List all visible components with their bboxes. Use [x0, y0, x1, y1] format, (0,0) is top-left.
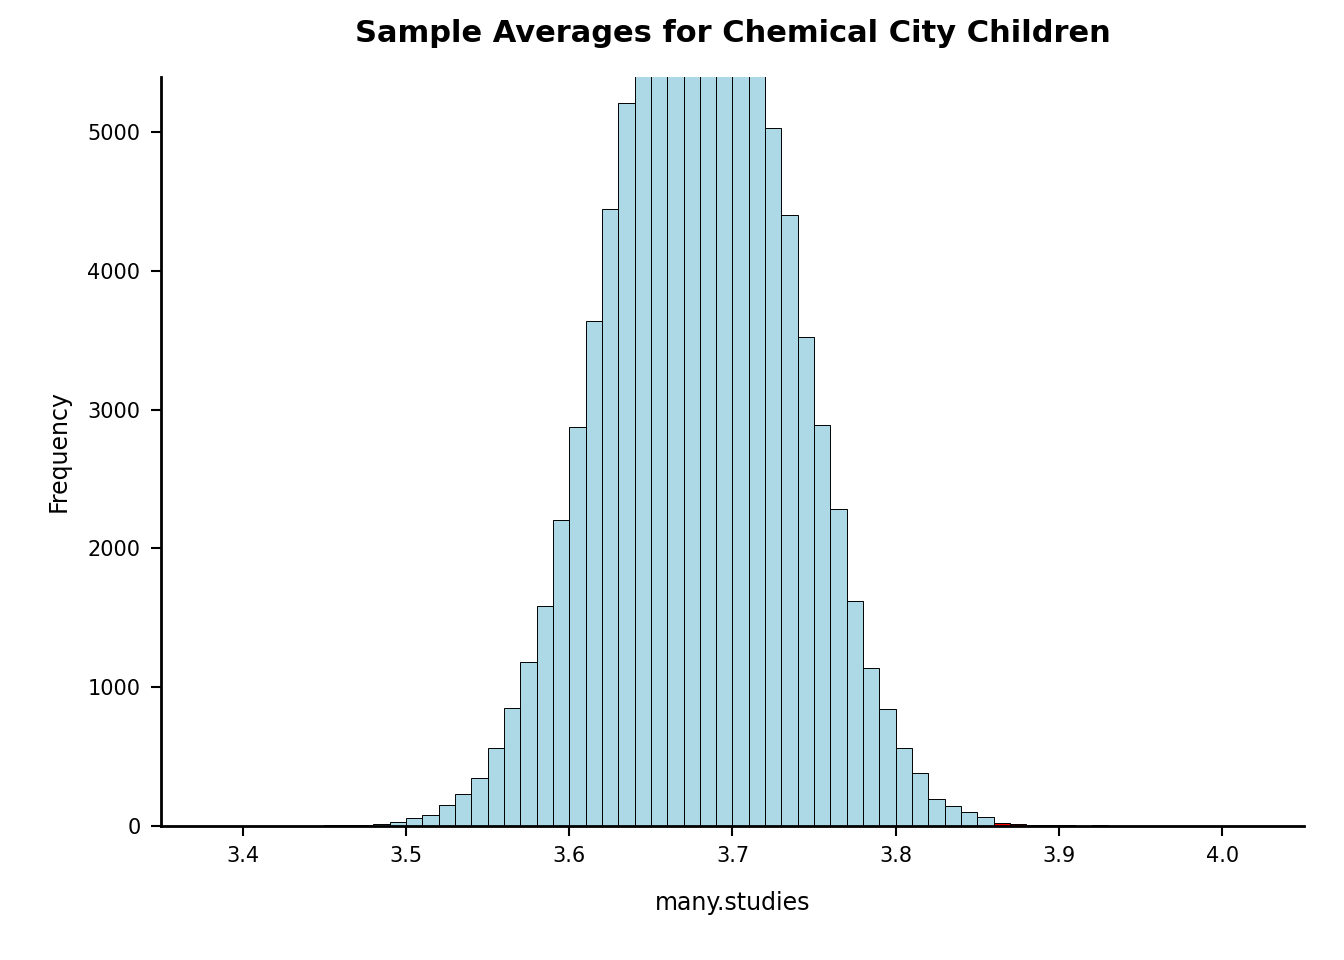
Bar: [390, 823, 406, 826]
Bar: [358, 825, 374, 826]
Bar: [456, 794, 472, 826]
Bar: [602, 209, 618, 826]
Bar: [570, 427, 586, 826]
Title: Sample Averages for Chemical City Children: Sample Averages for Chemical City Childr…: [355, 19, 1110, 48]
Bar: [520, 662, 536, 826]
Bar: [993, 823, 1009, 826]
Bar: [406, 818, 422, 826]
Bar: [536, 606, 552, 826]
Bar: [667, 0, 684, 826]
Bar: [634, 5, 650, 826]
Bar: [847, 601, 863, 826]
Bar: [765, 128, 781, 826]
Bar: [1009, 824, 1027, 826]
Bar: [913, 773, 929, 826]
Bar: [488, 748, 504, 826]
Bar: [650, 0, 667, 826]
Y-axis label: Frequency: Frequency: [47, 390, 71, 513]
Bar: [814, 425, 831, 826]
Bar: [895, 748, 913, 826]
Bar: [749, 0, 765, 826]
Bar: [716, 0, 732, 826]
Bar: [961, 812, 977, 826]
Bar: [438, 804, 456, 826]
Bar: [472, 778, 488, 826]
Bar: [586, 321, 602, 826]
Bar: [732, 0, 749, 826]
Bar: [831, 509, 847, 826]
Bar: [977, 817, 993, 826]
Bar: [504, 708, 520, 826]
X-axis label: many.studies: many.studies: [655, 892, 810, 916]
Bar: [798, 338, 814, 826]
Bar: [684, 0, 700, 826]
Bar: [374, 824, 390, 826]
Bar: [422, 815, 438, 826]
Bar: [552, 520, 570, 826]
Bar: [863, 667, 879, 826]
Bar: [700, 0, 716, 826]
Bar: [929, 799, 945, 826]
Bar: [879, 709, 895, 826]
Bar: [618, 103, 634, 826]
Bar: [945, 806, 961, 826]
Bar: [781, 215, 798, 826]
